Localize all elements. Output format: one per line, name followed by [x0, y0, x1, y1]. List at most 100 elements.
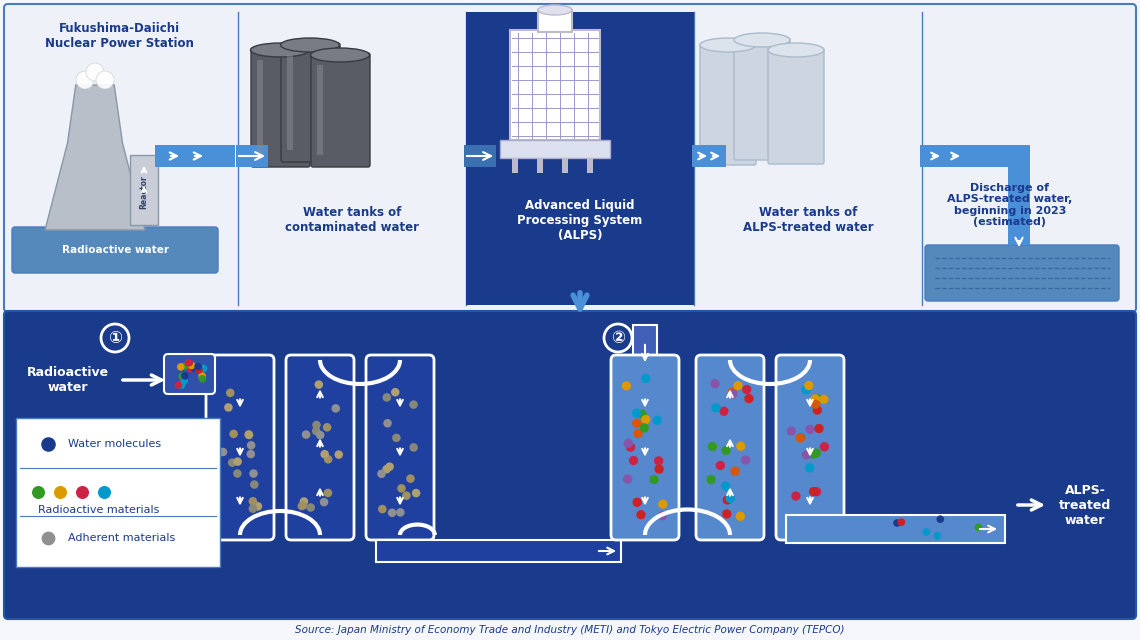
Point	[800, 380, 819, 390]
Point	[176, 376, 194, 386]
Point	[302, 502, 320, 513]
Point	[653, 511, 671, 521]
Point	[242, 440, 260, 451]
Text: Discharge of
ALPS-treated water,
beginning in 2023
(estimated): Discharge of ALPS-treated water, beginni…	[947, 182, 1073, 227]
FancyBboxPatch shape	[5, 311, 1135, 619]
Bar	[287, 55, 293, 150]
Point	[628, 497, 646, 508]
Point	[407, 488, 425, 498]
Point	[95, 487, 113, 497]
Point	[179, 357, 197, 367]
Circle shape	[76, 71, 93, 89]
Point	[398, 491, 416, 501]
Point	[295, 497, 314, 507]
Bar	[562, 158, 568, 173]
Ellipse shape	[251, 43, 309, 57]
Point	[307, 426, 325, 436]
Point	[377, 464, 396, 474]
Point	[315, 497, 333, 508]
Bar	[317, 65, 323, 155]
Bar	[466, 12, 694, 305]
Point	[172, 380, 190, 390]
Bar	[692, 145, 726, 167]
Point	[718, 495, 736, 505]
Point	[329, 449, 348, 460]
Point	[194, 374, 212, 384]
Point	[319, 454, 337, 465]
Point	[176, 361, 194, 371]
Point	[316, 449, 334, 460]
Point	[172, 362, 190, 372]
Point	[405, 442, 423, 452]
Point	[807, 448, 825, 458]
Point	[318, 422, 336, 433]
Point	[378, 418, 397, 428]
Text: Advanced Liquid
Processing System
(ALPS): Advanced Liquid Processing System (ALPS)	[518, 198, 643, 241]
Point	[244, 468, 262, 479]
Point	[707, 403, 725, 413]
Point	[804, 449, 822, 459]
FancyBboxPatch shape	[251, 48, 310, 167]
Point	[228, 456, 246, 467]
Point	[791, 433, 809, 443]
Point	[797, 450, 815, 460]
Point	[189, 362, 207, 372]
Bar	[464, 145, 496, 167]
Point	[190, 365, 209, 375]
FancyBboxPatch shape	[286, 355, 355, 540]
Point	[239, 429, 258, 440]
Point	[806, 399, 824, 410]
Point	[294, 500, 312, 511]
Point	[645, 474, 663, 484]
Point	[702, 474, 720, 484]
Point	[221, 388, 239, 398]
Point	[738, 385, 756, 395]
Point	[392, 483, 410, 493]
Point	[711, 460, 730, 470]
Point	[180, 358, 198, 368]
Point	[806, 394, 824, 404]
Point	[724, 389, 742, 399]
Ellipse shape	[280, 38, 340, 52]
Point	[653, 499, 671, 509]
Point	[214, 447, 233, 457]
Point	[386, 387, 405, 397]
Point	[628, 418, 646, 428]
Text: ALPS-
treated
water: ALPS- treated water	[1059, 483, 1111, 527]
Point	[805, 486, 823, 497]
Point	[170, 380, 188, 390]
Point	[73, 487, 91, 497]
FancyBboxPatch shape	[16, 418, 220, 567]
Point	[173, 371, 192, 381]
Bar	[785, 515, 1005, 543]
Point	[732, 441, 750, 451]
Point	[787, 491, 805, 501]
Point	[39, 533, 57, 543]
Point	[731, 511, 749, 522]
Point	[740, 394, 758, 404]
Point	[625, 456, 643, 466]
Ellipse shape	[768, 43, 824, 57]
Bar	[500, 140, 610, 158]
Point	[629, 428, 648, 438]
Point	[619, 474, 637, 484]
Point	[242, 449, 260, 459]
Point	[401, 474, 420, 484]
Point	[225, 429, 243, 439]
Bar	[236, 145, 268, 167]
Point	[809, 394, 828, 404]
Point	[310, 380, 328, 390]
FancyBboxPatch shape	[611, 355, 679, 540]
Point	[706, 379, 724, 389]
Point	[728, 380, 747, 390]
FancyBboxPatch shape	[776, 355, 844, 540]
Point	[51, 487, 70, 497]
FancyBboxPatch shape	[311, 53, 370, 167]
Bar	[537, 158, 543, 173]
Bar	[256, 60, 263, 155]
Text: Source: Japan Ministry of Economy Trade and Industry (METI) and Tokyo Electric P: Source: Japan Ministry of Economy Trade …	[295, 625, 845, 635]
Bar	[920, 145, 1031, 167]
Point	[296, 429, 315, 440]
Point	[182, 360, 201, 371]
Text: Water tanks of
ALPS-treated water: Water tanks of ALPS-treated water	[742, 206, 873, 234]
